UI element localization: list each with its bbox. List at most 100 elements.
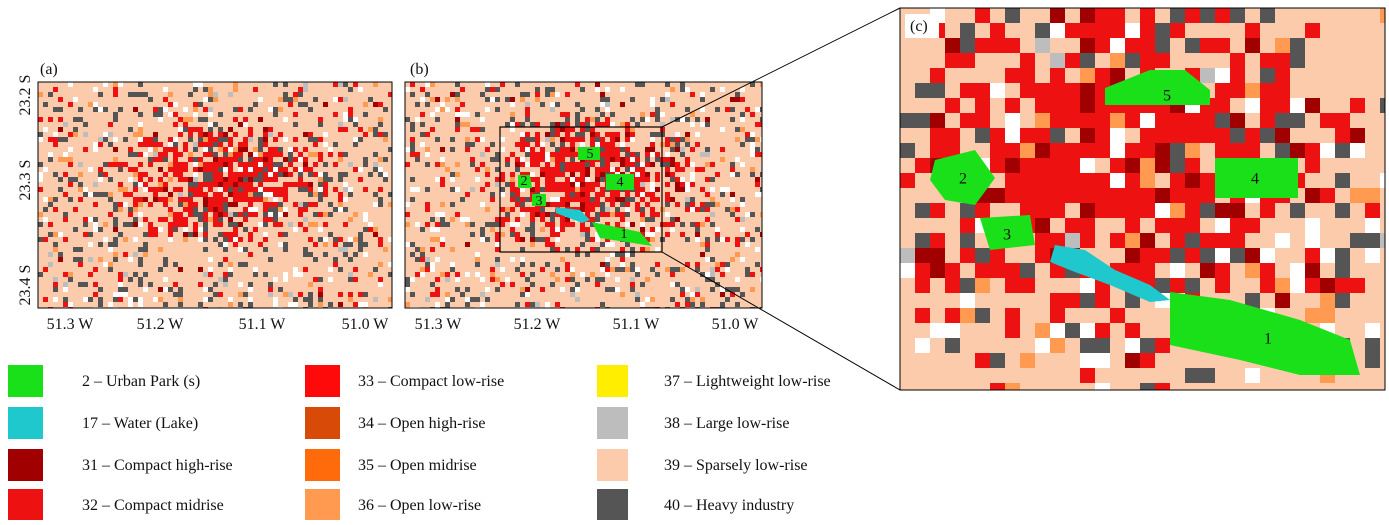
map-cell [435, 292, 440, 297]
map-cell [293, 157, 298, 162]
map-cell [670, 87, 675, 92]
map-cell [293, 122, 298, 127]
map-cell [555, 92, 560, 97]
map-cell [465, 192, 470, 197]
map-cell [303, 202, 308, 207]
map-cell [1140, 8, 1155, 23]
map-cell [78, 257, 83, 262]
map-cell [510, 117, 515, 122]
map-cell [218, 112, 223, 117]
map-cell [303, 207, 308, 212]
map-cell [585, 277, 590, 282]
legend-label: 2 – Urban Park (s) [82, 373, 200, 390]
map-cell [1215, 203, 1230, 218]
map-cell [223, 207, 228, 212]
map-cell [705, 247, 710, 252]
park-label: 5 [587, 147, 594, 162]
map-cell [655, 212, 660, 217]
map-cell [388, 192, 392, 197]
map-cell [1110, 53, 1125, 68]
map-cell [1080, 23, 1095, 38]
map-cell [580, 242, 585, 247]
map-cell [43, 127, 48, 132]
map-cell [690, 172, 695, 177]
map-cell [313, 257, 318, 262]
legend: 2 – Urban Park (s)17 – Water (Lake)31 – … [8, 365, 831, 520]
map-cell [595, 117, 600, 122]
map-cell [610, 122, 615, 127]
map-cell [960, 248, 975, 263]
map-cell [308, 182, 313, 187]
map-cell [685, 287, 690, 292]
map-cell [650, 187, 655, 192]
map-cell [675, 162, 680, 167]
map-cell [338, 202, 343, 207]
map-cell [48, 197, 53, 202]
map-cell [158, 177, 163, 182]
map-cell [1215, 128, 1230, 143]
map-cell [740, 227, 745, 232]
map-cell [178, 167, 183, 172]
map-cell [273, 112, 278, 117]
map-cell [158, 267, 163, 272]
map-cell [273, 277, 278, 282]
map-cell [248, 127, 253, 132]
map-cell [158, 117, 163, 122]
map-cell [368, 127, 373, 132]
map-cell [223, 152, 228, 157]
map-cell [78, 117, 83, 122]
map-cell [233, 157, 238, 162]
map-cell [430, 292, 435, 297]
map-cell [228, 272, 233, 277]
park-label: 2 [521, 174, 528, 189]
map-cell [328, 232, 333, 237]
map-cell [128, 177, 133, 182]
map-cell [605, 162, 610, 167]
map-cell [173, 222, 178, 227]
map-cell [1125, 353, 1140, 368]
legend-label: 32 – Compact midrise [82, 497, 224, 514]
map-cell [1155, 188, 1170, 203]
map-cell [198, 302, 203, 307]
map-cell [405, 212, 410, 217]
map-cell [1215, 98, 1230, 113]
map-cell [1005, 128, 1020, 143]
map-cell [323, 237, 328, 242]
map-cell [415, 247, 420, 252]
map-cell [600, 167, 605, 172]
map-cell [263, 132, 268, 137]
legend-label: 39 – Sparsely low-rise [664, 457, 808, 474]
map-cell [98, 107, 103, 112]
map-cell [1260, 248, 1275, 263]
map-cell [460, 102, 465, 107]
map-cell [178, 162, 183, 167]
map-cell [600, 122, 605, 127]
map-cell [750, 142, 755, 147]
map-cell [530, 302, 535, 307]
map-cell [640, 112, 645, 117]
map-cell [475, 272, 480, 277]
map-cell [710, 222, 715, 227]
map-cell [253, 187, 258, 192]
map-cell [670, 157, 675, 162]
map-cell [1110, 188, 1125, 203]
map-cell [1095, 323, 1110, 338]
map-cell [228, 232, 233, 237]
map-cell [388, 237, 392, 242]
map-cell [410, 127, 415, 132]
map-cell [193, 142, 198, 147]
map-cell [193, 162, 198, 167]
map-cell [283, 247, 288, 252]
map-cell [93, 222, 98, 227]
map-cell [500, 267, 505, 272]
map-cell [88, 242, 93, 247]
map-cell [1005, 323, 1020, 338]
map-cell [505, 97, 510, 102]
map-cell [730, 167, 735, 172]
map-cell [550, 202, 555, 207]
map-cell [440, 222, 445, 227]
map-cell [690, 147, 695, 152]
legend-label: 36 – Open low-rise [358, 497, 481, 514]
map-cell [545, 177, 550, 182]
map-cell [695, 117, 700, 122]
